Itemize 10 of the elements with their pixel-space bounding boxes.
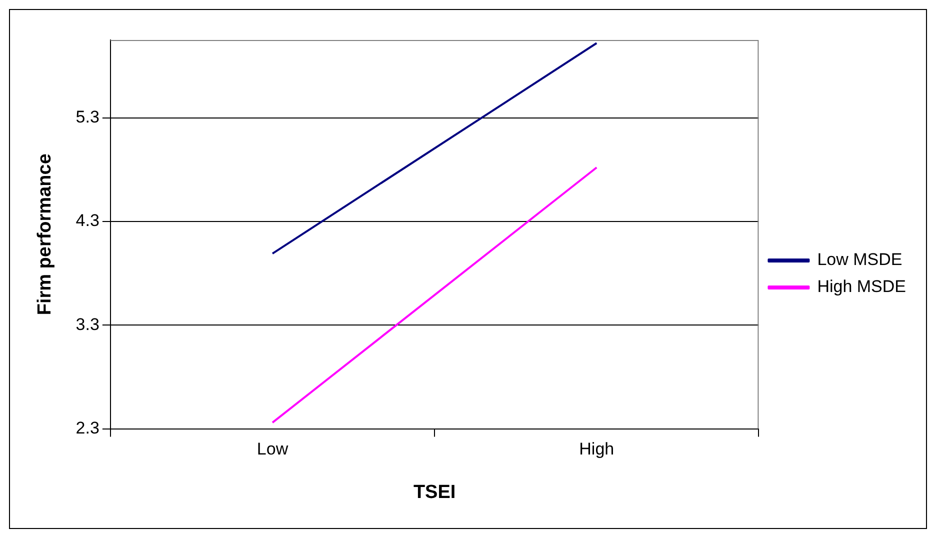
legend-label: High MSDE [817,277,906,296]
y-tick-label: 3.3 [76,314,100,334]
x-tick-label: Low [256,440,289,459]
y-tick-label: 2.3 [76,418,100,438]
x-tick-label: High [579,440,614,459]
x-axis-title: TSEI [413,482,456,503]
y-tick-label: 4.3 [76,211,100,230]
y-tick-label: 5.3 [76,107,100,126]
y-axis-title: Firm performance [34,154,56,316]
legend-label: Low MSDE [817,250,902,270]
